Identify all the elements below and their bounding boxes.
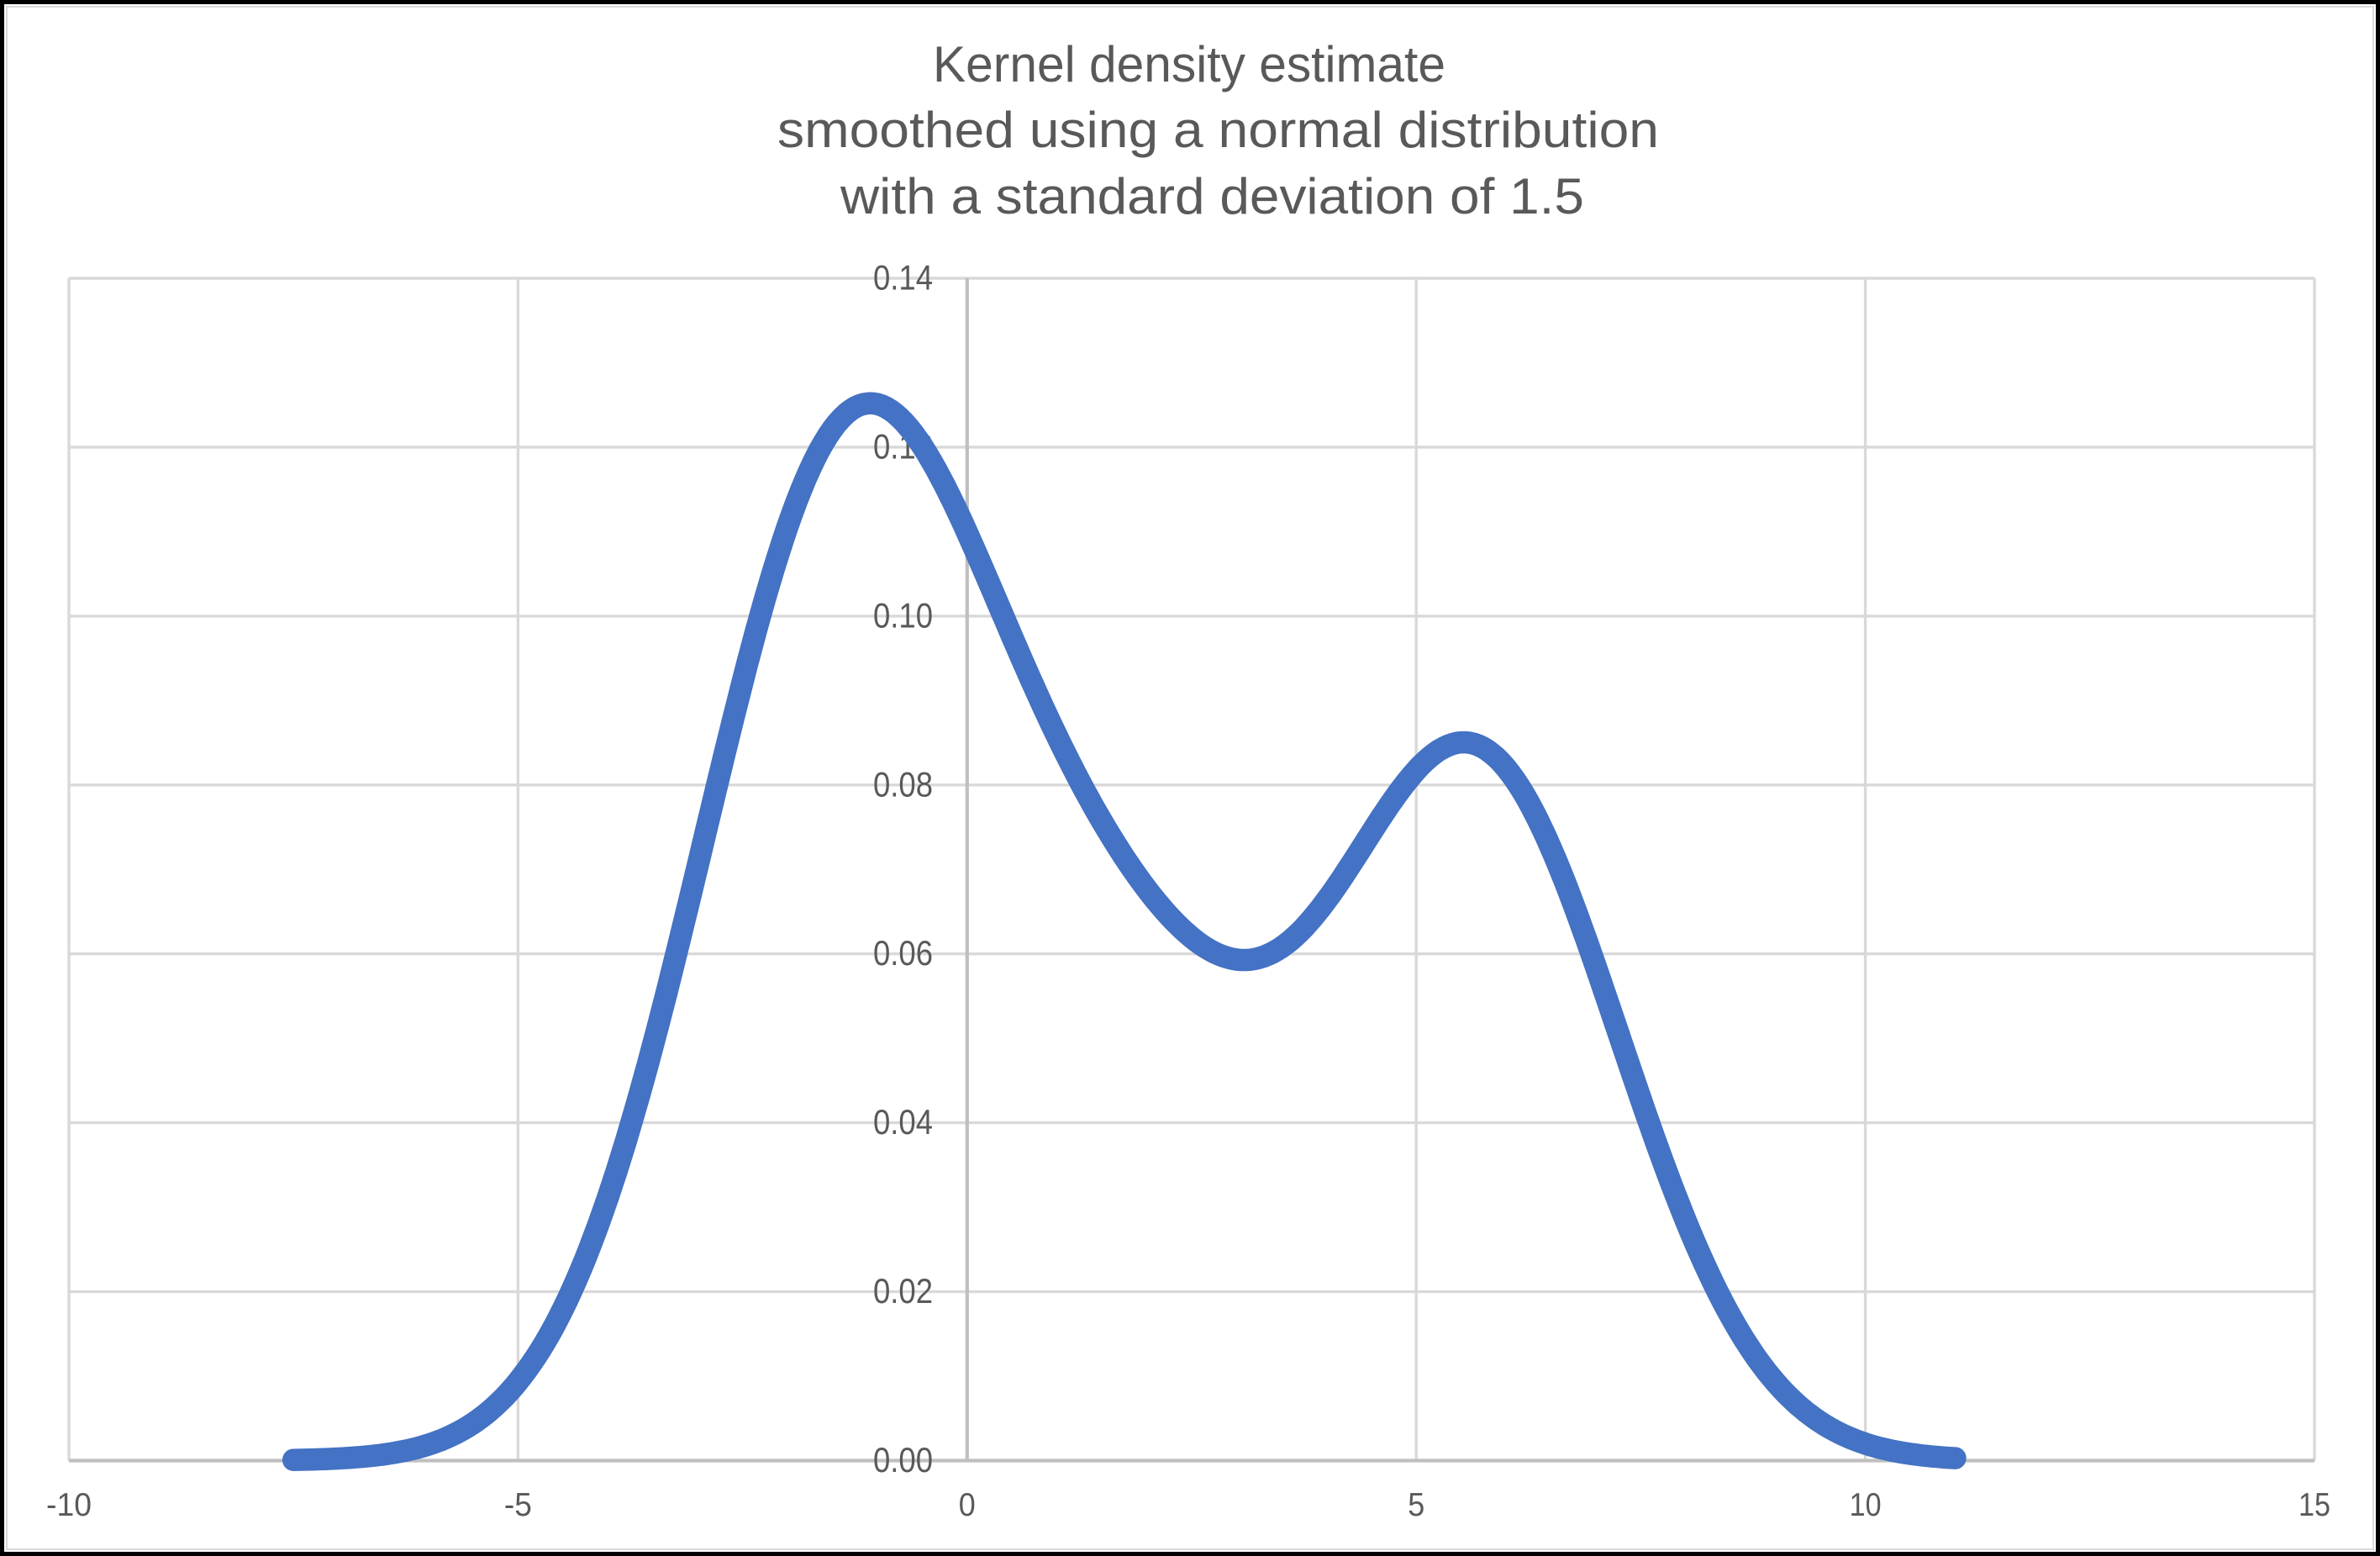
svg-text:-5: -5 (504, 1487, 532, 1523)
svg-text:0.10: 0.10 (873, 595, 933, 635)
svg-text:0.04: 0.04 (873, 1102, 933, 1142)
svg-text:5: 5 (1408, 1487, 1424, 1523)
svg-text:10: 10 (1850, 1487, 1882, 1523)
svg-text:0.00: 0.00 (873, 1440, 933, 1480)
svg-text:15: 15 (2298, 1487, 2330, 1523)
svg-text:0: 0 (959, 1487, 976, 1523)
svg-text:Kernel density estimate: Kernel density estimate (933, 36, 1445, 92)
svg-text:-10: -10 (46, 1487, 92, 1523)
svg-text:0.08: 0.08 (873, 764, 933, 804)
svg-text:0.06: 0.06 (873, 933, 933, 973)
svg-text:0.02: 0.02 (873, 1271, 933, 1311)
svg-text:smoothed using a normal distri: smoothed using a normal distribution (777, 102, 1659, 158)
svg-text:0.14: 0.14 (873, 258, 933, 298)
svg-text:with a standard deviation of 1: with a standard deviation of 1.5 (840, 168, 1584, 224)
